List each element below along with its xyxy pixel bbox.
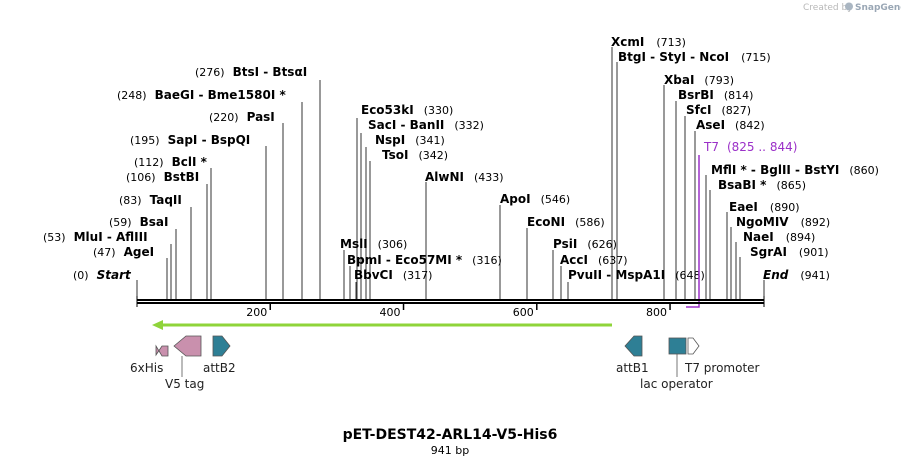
site-bbvci[interactable]: BbvCI (317) bbox=[354, 268, 432, 282]
site-alwni[interactable]: AlwNI (433) bbox=[425, 170, 504, 184]
site-ngomiv[interactable]: NgoMIV (892) bbox=[736, 215, 830, 229]
backbone-bottom-strand bbox=[137, 302, 764, 304]
site-mlui[interactable]: (53) MluI - AflIII bbox=[43, 230, 148, 244]
v5-tag-feature[interactable] bbox=[173, 335, 202, 357]
site-pasi[interactable]: (220) PasI bbox=[209, 110, 275, 124]
attb2-feature[interactable] bbox=[212, 335, 231, 357]
site-apoi[interactable]: ApoI (546) bbox=[500, 192, 570, 206]
site-eaei[interactable]: EaeI (890) bbox=[729, 200, 800, 214]
backbone-top-strand bbox=[137, 299, 764, 301]
site-btsi[interactable]: (276) BtsI - BtsαI bbox=[195, 65, 307, 79]
tick-label-600: 600 bbox=[513, 306, 534, 319]
site-pvuii[interactable]: PvuII - MspA1I (648) bbox=[568, 268, 705, 282]
site-lines bbox=[136, 47, 765, 299]
site-sapi[interactable]: (195) SapI - BspQI bbox=[130, 133, 250, 147]
6xhis-label: 6xHis bbox=[130, 361, 163, 375]
site-sfci[interactable]: SfcI (827) bbox=[686, 103, 751, 117]
credit-prefix: Created by bbox=[803, 3, 853, 13]
features: 6xHis V5 tag attB2 attB1 lac operator T7… bbox=[130, 335, 760, 391]
site-labels: (276) BtsI - BtsαI (248) BaeGI - Bme1580I … bbox=[43, 65, 307, 282]
t7-promoter-label: T7 promoter bbox=[684, 361, 760, 375]
t7-promoter-feature[interactable] bbox=[687, 337, 700, 355]
orf-arrow[interactable] bbox=[152, 320, 612, 330]
sequence-ruler: 200 400 600 800 bbox=[136, 296, 765, 319]
tick-label-200: 200 bbox=[246, 306, 267, 319]
site-end: End (941) bbox=[763, 268, 830, 282]
site-xcmi[interactable]: XcmI (713) bbox=[611, 35, 686, 49]
lac-operator-label: lac operator bbox=[640, 377, 713, 391]
site-econi[interactable]: EcoNI (586) bbox=[527, 215, 605, 229]
site-eco53ki[interactable]: Eco53kI (330) bbox=[361, 103, 453, 117]
orf-arrow-head bbox=[152, 320, 163, 330]
site-nspi[interactable]: NspI (341) bbox=[375, 133, 445, 147]
lac-operator-feature[interactable] bbox=[668, 337, 687, 355]
tick-label-400: 400 bbox=[380, 306, 401, 319]
site-bpmi[interactable]: BpmI - Eco57MI * (316) bbox=[347, 253, 502, 267]
site-sgrai[interactable]: SgrAI (901) bbox=[750, 245, 829, 259]
credit-brand: SnapGene bbox=[855, 3, 901, 13]
site-baegi[interactable]: (248) BaeGI - Bme1580I * bbox=[117, 88, 286, 102]
attb1-label: attB1 bbox=[616, 361, 649, 375]
v5-tag-label: V5 tag bbox=[165, 377, 204, 391]
site-agei[interactable]: (47) AgeI bbox=[93, 245, 154, 259]
ticks: 200 400 600 800 bbox=[246, 304, 671, 319]
site-bsai[interactable]: (59) BsaI bbox=[109, 215, 168, 229]
site-saci[interactable]: SacI - BanII (332) bbox=[368, 118, 484, 132]
snapgene-logo-icon bbox=[845, 2, 853, 11]
6xhis-feature[interactable] bbox=[155, 344, 169, 357]
attb2-label: attB2 bbox=[203, 361, 236, 375]
site-xbai[interactable]: XbaI (793) bbox=[664, 73, 734, 87]
site-mfli[interactable]: MflI * - BglII - BstYI (860) bbox=[711, 163, 879, 177]
t7-primer-label: T7 (825 .. 844) bbox=[703, 140, 797, 154]
site-btgi[interactable]: BtgI - StyI - NcoI (715) bbox=[618, 50, 771, 64]
map-subtitle: 941 bp bbox=[431, 444, 469, 457]
attb1-feature[interactable] bbox=[624, 335, 643, 357]
site-bsabi[interactable]: BsaBI * (865) bbox=[718, 178, 806, 192]
site-bsrbi[interactable]: BsrBI (814) bbox=[678, 88, 753, 102]
site-msli[interactable]: MslI (306) bbox=[340, 237, 407, 251]
site-labels-middle: Eco53kI (330) SacI - BanII (332) NspI (341)… bbox=[340, 103, 705, 282]
site-bcli[interactable]: (112) BclI * bbox=[134, 155, 208, 169]
t7-primer-line bbox=[686, 155, 700, 308]
site-labels-right: XcmI (713) BtgI - StyI - NcoI (715) XbaI (7… bbox=[611, 35, 879, 282]
site-psii[interactable]: PsiI (626) bbox=[553, 237, 617, 251]
map-title: pET-DEST42-ARL14-V5-His6 bbox=[343, 427, 558, 443]
tick-label-800: 800 bbox=[646, 306, 667, 319]
site-taqii[interactable]: (83) TaqII bbox=[119, 193, 182, 207]
site-acci[interactable]: AccI (637) bbox=[560, 253, 628, 267]
site-tsoi[interactable]: TsoI (342) bbox=[382, 148, 448, 162]
site-naei[interactable]: NaeI (894) bbox=[743, 230, 815, 244]
site-start: (0) Start bbox=[73, 268, 132, 282]
credit: Created by SnapGene bbox=[803, 2, 901, 13]
t7-primer[interactable]: T7 (825 .. 844) bbox=[686, 140, 797, 308]
site-bstbi[interactable]: (106) BstBI bbox=[126, 170, 199, 184]
site-asei[interactable]: AseI (842) bbox=[696, 118, 765, 132]
